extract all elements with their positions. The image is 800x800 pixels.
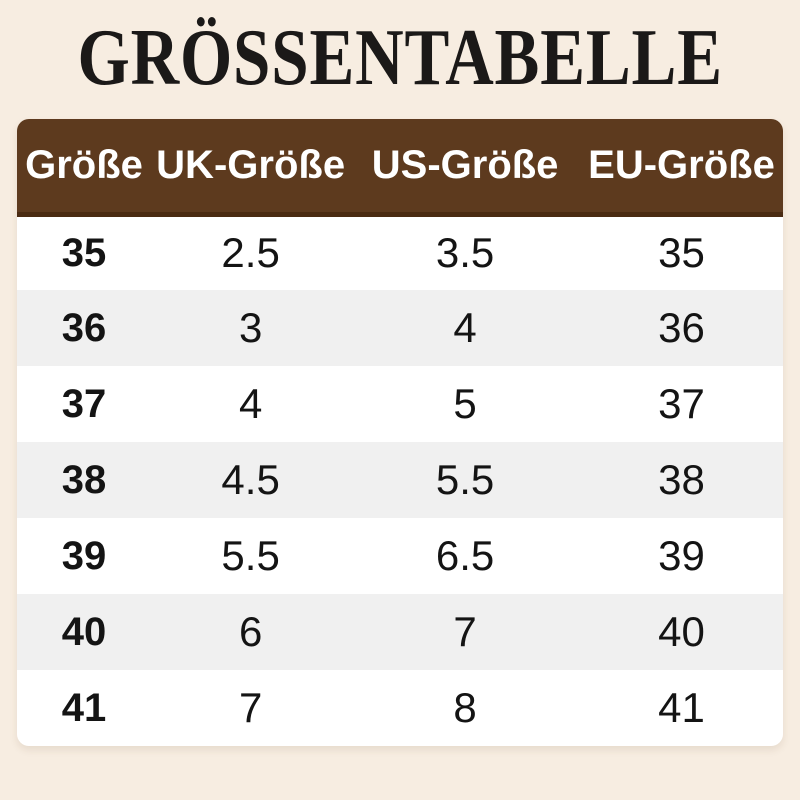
table-cell-size: 38: [17, 442, 152, 518]
size-table-header: Größe UK-Größe US-Größe EU-Größe: [17, 119, 783, 217]
table-cell-uk: 2.5: [151, 214, 351, 290]
table-cell-size: 39: [17, 518, 152, 594]
table-row: 37 4 5 37: [17, 366, 783, 442]
table-cell-us: 5.5: [350, 442, 580, 518]
size-table-body: 35 2.5 3.5 35 36 3 4 36 37 4 5 37 38 4.5…: [17, 214, 783, 746]
table-cell-uk: 6: [151, 594, 351, 670]
header-row: Größe UK-Größe US-Größe EU-Größe: [17, 119, 783, 217]
table-cell-us: 3.5: [350, 214, 580, 290]
table-row: 35 2.5 3.5 35: [17, 214, 783, 290]
table-cell-us: 4: [350, 290, 580, 366]
table-cell-uk: 4.5: [151, 442, 351, 518]
table-cell-eu: 36: [580, 290, 783, 366]
table-cell-eu: 35: [580, 214, 783, 290]
table-cell-us: 7: [350, 594, 580, 670]
table-cell-size: 41: [17, 670, 152, 746]
table-cell-us: 6.5: [350, 518, 580, 594]
table-cell-size: 35: [17, 214, 152, 290]
table-cell-eu: 37: [580, 366, 783, 442]
table-row: 38 4.5 5.5 38: [17, 442, 783, 518]
table-cell-size: 40: [17, 594, 152, 670]
column-header-us-groesse: US-Größe: [350, 119, 580, 217]
column-header-uk-groesse: UK-Größe: [151, 119, 351, 217]
table-row: 40 6 7 40: [17, 594, 783, 670]
table-cell-eu: 40: [580, 594, 783, 670]
table-cell-eu: 39: [580, 518, 783, 594]
table-row: 36 3 4 36: [17, 290, 783, 366]
title-bar: GRÖSSENTABELLE: [0, 0, 800, 112]
table-cell-us: 8: [350, 670, 580, 746]
size-table: Größe UK-Größe US-Größe EU-Größe 35 2.5 …: [17, 119, 783, 746]
table-cell-size: 36: [17, 290, 152, 366]
table-cell-eu: 41: [580, 670, 783, 746]
column-header-eu-groesse: EU-Größe: [580, 119, 783, 217]
table-cell-uk: 5.5: [151, 518, 351, 594]
column-header-groesse: Größe: [17, 119, 152, 217]
table-row: 39 5.5 6.5 39: [17, 518, 783, 594]
table-row: 41 7 8 41: [17, 670, 783, 746]
table-cell-eu: 38: [580, 442, 783, 518]
size-chart-card: Größe UK-Größe US-Größe EU-Größe 35 2.5 …: [17, 119, 783, 746]
table-cell-uk: 4: [151, 366, 351, 442]
page-title: GRÖSSENTABELLE: [77, 14, 723, 102]
table-cell-uk: 3: [151, 290, 351, 366]
table-cell-us: 5: [350, 366, 580, 442]
table-cell-uk: 7: [151, 670, 351, 746]
table-cell-size: 37: [17, 366, 152, 442]
